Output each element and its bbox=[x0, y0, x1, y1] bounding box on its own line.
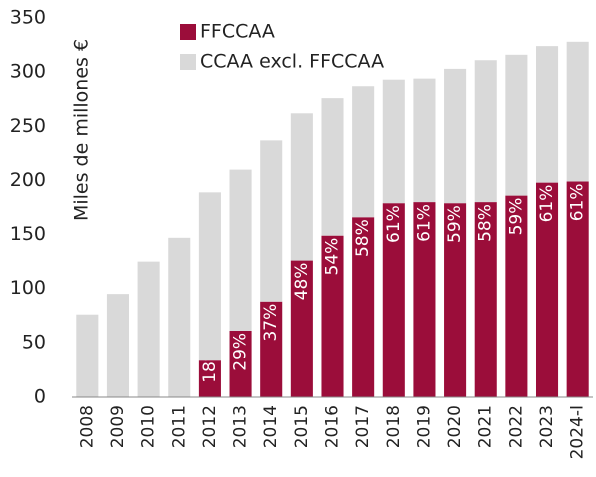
y-tick-label: 300 bbox=[10, 61, 46, 83]
y-tick-label: 250 bbox=[10, 115, 46, 137]
y-tick-label: 350 bbox=[10, 7, 46, 29]
legend-label: CCAA excl. FFCCAA bbox=[200, 51, 384, 73]
share-label: 58% bbox=[476, 204, 496, 242]
bar-segment bbox=[474, 202, 497, 397]
bar-segment bbox=[260, 301, 283, 397]
share-label: 29% bbox=[231, 333, 251, 371]
bar-segment bbox=[474, 60, 497, 203]
share-label: 48% bbox=[292, 263, 312, 301]
x-tick-label: 2021 bbox=[476, 405, 496, 448]
share-label: 61% bbox=[384, 205, 404, 243]
bar-segment bbox=[290, 113, 313, 261]
y-tick-label: 200 bbox=[10, 169, 46, 191]
bar-segment bbox=[352, 217, 375, 397]
bar-segment bbox=[535, 46, 559, 183]
x-tick-label: 2012 bbox=[200, 405, 220, 448]
share-label: 59% bbox=[445, 205, 465, 243]
y-tick-label: 100 bbox=[10, 277, 46, 299]
x-tick-label: 2015 bbox=[292, 405, 312, 448]
bar-segment bbox=[505, 195, 528, 397]
bar-segment bbox=[382, 203, 405, 397]
share-label: 58% bbox=[353, 219, 373, 257]
share-label: 59% bbox=[506, 198, 526, 236]
x-tick-label: 2013 bbox=[231, 405, 251, 448]
bar-segment bbox=[260, 140, 283, 302]
bar-segment bbox=[137, 261, 160, 397]
x-tick-label: 2008 bbox=[77, 405, 97, 448]
bar-segment bbox=[505, 54, 528, 196]
y-tick-label: 150 bbox=[10, 223, 46, 245]
bar-segment bbox=[198, 360, 221, 397]
bar-segment bbox=[413, 78, 436, 203]
bar-segment bbox=[444, 203, 467, 397]
bar-segment bbox=[566, 41, 589, 182]
bar-segment bbox=[535, 182, 559, 397]
bar-segment bbox=[106, 294, 130, 397]
bar-segment bbox=[198, 192, 221, 361]
legend-label: FFCCAA bbox=[200, 21, 275, 43]
bar-segment bbox=[413, 202, 436, 397]
x-tick-label: 2020 bbox=[445, 405, 465, 448]
x-tick-label: 2009 bbox=[108, 405, 128, 448]
x-tick-label: 2011 bbox=[169, 405, 189, 448]
bar-segment bbox=[321, 98, 344, 236]
bar-segment bbox=[229, 330, 252, 397]
y-tick-label: 50 bbox=[22, 331, 46, 353]
x-tick-label: 2018 bbox=[384, 405, 404, 448]
x-tick-label: 2024-I bbox=[568, 405, 588, 459]
bar-segment bbox=[444, 68, 467, 204]
bar-segment bbox=[352, 86, 375, 218]
x-tick-label: 2010 bbox=[139, 405, 159, 448]
x-tick-label: 2022 bbox=[506, 405, 526, 448]
share-label: 61% bbox=[568, 184, 588, 222]
bar-segment bbox=[168, 237, 191, 397]
x-tick-label: 2017 bbox=[353, 405, 373, 448]
bar-segment bbox=[566, 181, 589, 397]
bar-segment bbox=[229, 169, 252, 331]
bar-segment bbox=[321, 235, 344, 397]
x-tick-label: 2023 bbox=[537, 405, 557, 448]
x-tick-label: 2019 bbox=[414, 405, 434, 448]
x-tick-label: 2014 bbox=[261, 405, 281, 448]
y-axis-title: Miles de millones € bbox=[71, 39, 93, 221]
x-tick-label: 2016 bbox=[323, 405, 343, 448]
share-label: 37% bbox=[261, 304, 281, 342]
legend-swatch bbox=[180, 54, 196, 70]
legend-swatch bbox=[180, 24, 196, 40]
share-label: 61% bbox=[414, 204, 434, 242]
share-label: 54% bbox=[323, 238, 343, 276]
y-tick-label: 0 bbox=[34, 386, 46, 408]
share-label: 61% bbox=[537, 185, 557, 223]
bar-segment bbox=[382, 79, 405, 204]
bar-segment bbox=[76, 314, 99, 397]
bar-segment bbox=[290, 260, 313, 397]
